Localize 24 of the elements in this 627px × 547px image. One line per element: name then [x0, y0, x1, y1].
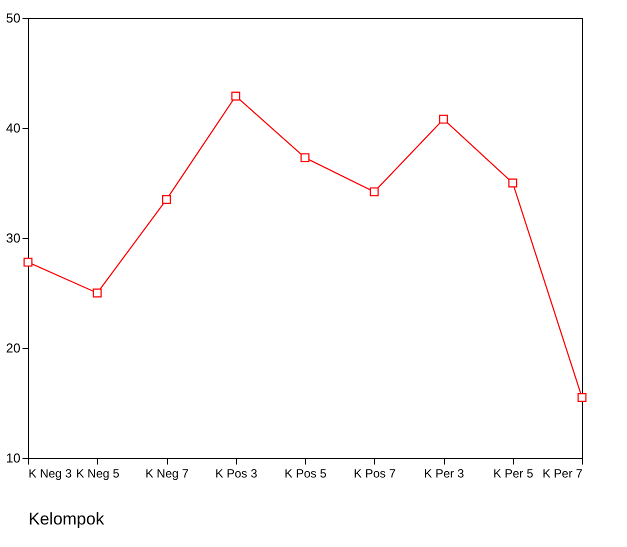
- y-tick-label: 20: [6, 340, 20, 356]
- x-tick-label: K Neg 5: [76, 466, 120, 480]
- x-tick-label: K Pos 3: [215, 466, 258, 480]
- point: [231, 92, 240, 101]
- point: [439, 114, 448, 124]
- point: [162, 195, 171, 204]
- x-tick-label: K Pos 7: [354, 466, 396, 480]
- x-tick-label: K Neg 3: [28, 466, 72, 480]
- x-tick-label: K Pos 5: [284, 466, 327, 480]
- x-tick-label: K Per 5: [493, 466, 534, 480]
- point: [508, 178, 518, 188]
- point: [24, 258, 32, 267]
- point: [578, 393, 586, 402]
- y-tick-label: 40: [6, 120, 20, 136]
- point: [92, 288, 102, 298]
- x-tick-label: K Per 7: [542, 466, 583, 480]
- y-tick-label: 10: [6, 450, 20, 466]
- x-tick-label: K Per 3: [424, 466, 464, 480]
- y-tick-label: 50: [6, 10, 20, 26]
- point: [300, 153, 310, 162]
- point: [370, 187, 379, 196]
- x-axis-title: Kelompok: [28, 510, 105, 528]
- x-tick-label: K Neg 7: [145, 466, 190, 480]
- y-tick-label: 30: [6, 230, 20, 246]
